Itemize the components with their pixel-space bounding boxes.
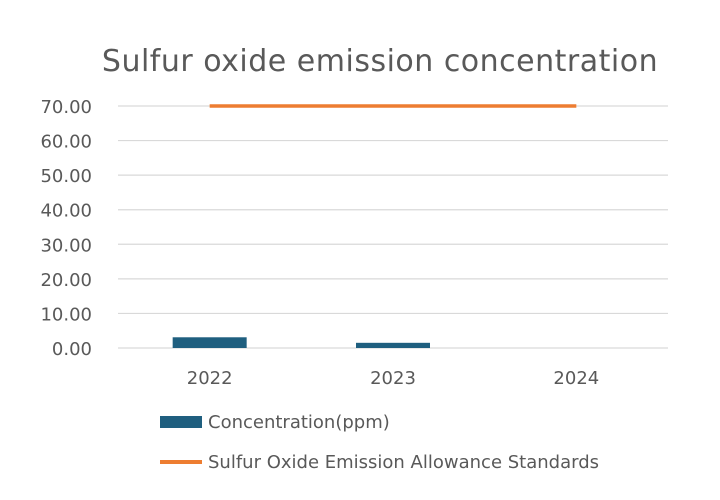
y-tick-label: 20.00: [40, 270, 92, 291]
x-tick-label: 2023: [370, 368, 416, 389]
y-tick-label: 0.00: [52, 339, 92, 360]
legend-label-concentration: Concentration(ppm): [208, 411, 390, 433]
legend: Concentration(ppm) Sulfur Oxide Emission…: [160, 408, 599, 488]
legend-item-concentration: Concentration(ppm): [160, 408, 599, 436]
y-tick-label: 70.00: [40, 97, 92, 118]
y-tick-label: 50.00: [40, 166, 92, 187]
y-tick-label: 60.00: [40, 132, 92, 153]
legend-swatch-concentration: [160, 416, 202, 428]
legend-label-allowance-standards: Sulfur Oxide Emission Allowance Standard…: [208, 451, 599, 473]
chart-title: Sulfur oxide emission concentration: [101, 44, 659, 79]
legend-item-allowance-standards: Sulfur Oxide Emission Allowance Standard…: [160, 448, 599, 476]
legend-swatch-allowance-standards: [160, 460, 202, 464]
bar-concentration: [172, 337, 247, 348]
y-tick-label: 40.00: [40, 201, 92, 222]
bar-concentration: [356, 342, 430, 348]
x-tick-label: 2022: [187, 368, 233, 389]
y-tick-label: 10.00: [40, 304, 92, 325]
x-tick-label: 2024: [553, 368, 599, 389]
y-tick-label: 30.00: [40, 235, 92, 256]
